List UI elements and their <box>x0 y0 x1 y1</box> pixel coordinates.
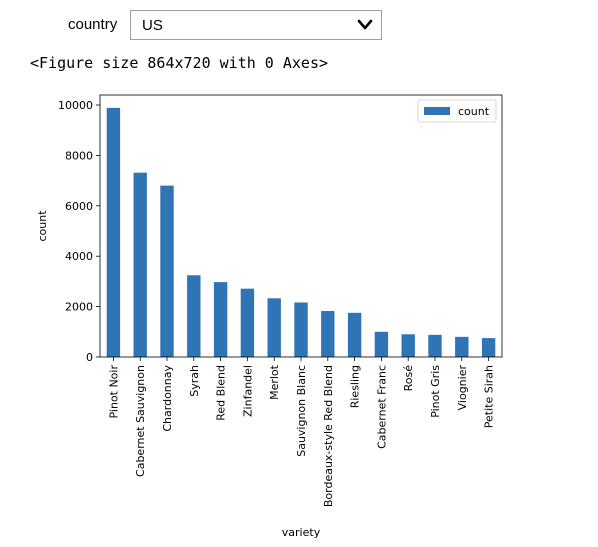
bar-10 <box>374 331 389 357</box>
y-tick-label-4: 8000 <box>65 149 93 162</box>
y-tick-label-0: 0 <box>86 351 93 364</box>
y-axis-label: count <box>36 210 49 242</box>
bar-1 <box>133 172 147 357</box>
bar-3 <box>187 275 201 357</box>
y-tick-label-3: 6000 <box>65 200 93 213</box>
x-tick-label-1: Cabernet Sauvignon <box>134 365 147 477</box>
x-tick-label-11: Rosé <box>402 365 415 392</box>
x-tick-label-8: Bordeaux-style Red Blend <box>322 365 335 507</box>
y-tick-label-1: 2000 <box>65 301 93 314</box>
x-tick-label-12: Pinot Gris <box>429 365 442 418</box>
country-dropdown[interactable]: US <box>130 10 382 40</box>
bar-4 <box>213 282 228 357</box>
legend-label: count <box>458 105 490 118</box>
bar-7 <box>294 302 308 357</box>
bar-chart: 0 2000 4000 6000 8000 10000 Pinot Noir Cabernet… <box>36 94 503 539</box>
x-tick-label-10: Cabernet Franc <box>375 365 388 449</box>
country-widget: country US <box>0 10 598 42</box>
x-tick-label-3: Syrah <box>188 365 201 397</box>
bar-14 <box>481 338 496 357</box>
bar-8 <box>321 311 335 357</box>
country-label: country <box>68 16 118 33</box>
bar-5 <box>240 288 255 357</box>
figure-size-output: <Figure size 864x720 with 0 Axes> <box>30 54 329 72</box>
x-tick-label-5: Zinfandel <box>241 365 254 417</box>
x-axis-label: variety <box>282 526 321 539</box>
x-tick-label-2: Chardonnay <box>161 365 174 432</box>
bar-12 <box>428 334 442 357</box>
legend-box <box>417 99 497 123</box>
bar-6 <box>267 298 281 357</box>
x-tick-label-9: Riesling <box>349 365 362 408</box>
bar-9 <box>347 312 362 357</box>
x-tick-label-13: Viognier <box>456 365 469 411</box>
bar-2 <box>160 185 174 357</box>
chevron-down-icon[interactable] <box>357 19 373 31</box>
bar-11 <box>401 334 415 357</box>
x-tick-label-6: Merlot <box>268 364 281 400</box>
y-tick-label-2: 4000 <box>65 250 93 263</box>
x-tick-label-0: Pinot Noir <box>107 365 120 419</box>
dropdown-selected-value: US <box>142 17 163 34</box>
x-tick-label-7: Sauvignon Blanc <box>295 365 308 457</box>
bar-13 <box>455 336 469 357</box>
legend-swatch <box>424 107 450 115</box>
x-tick-label-4: Red Blend <box>215 365 228 421</box>
bar-0 <box>106 107 121 357</box>
y-tick-label-5: 10000 <box>58 99 93 112</box>
x-tick-label-14: Petite Sirah <box>483 365 496 428</box>
